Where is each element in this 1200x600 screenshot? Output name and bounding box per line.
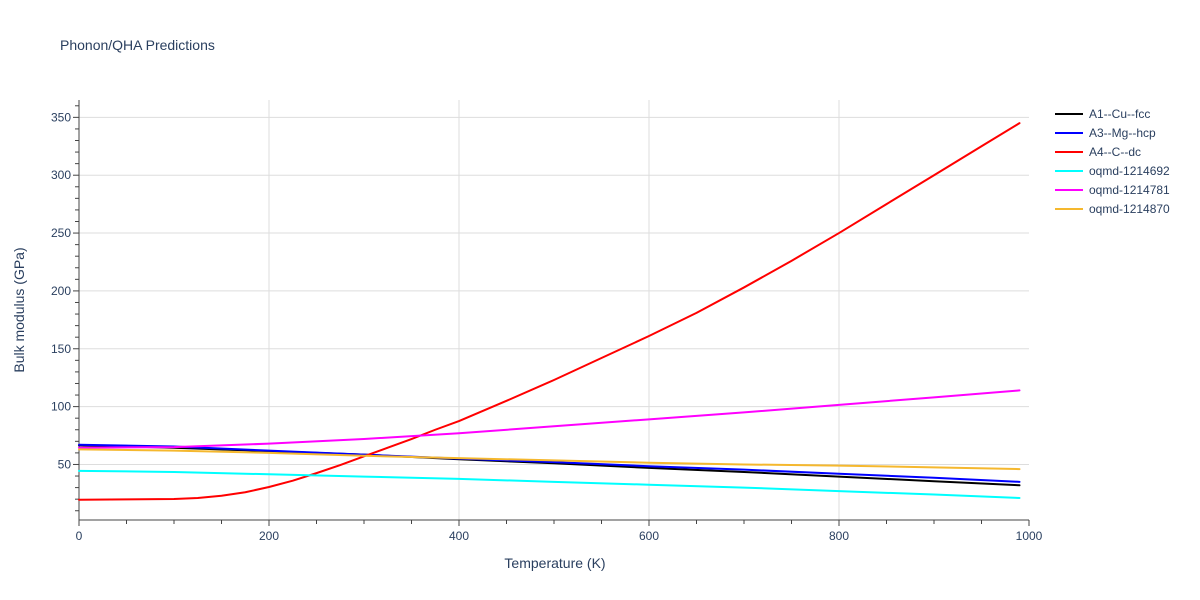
x-tick-label: 1000 [1016, 529, 1043, 543]
legend[interactable]: A1--Cu--fcc A3--Mg--hcp A4--C--dc oqmd-1214… [1055, 107, 1170, 216]
x-tick-label: 400 [449, 529, 469, 543]
legend-label: A3--Mg--hcp [1089, 126, 1156, 140]
y-tick-label: 350 [51, 110, 71, 124]
y-tick-label: 300 [51, 168, 71, 182]
y-tick-label: 100 [51, 400, 71, 414]
chart-title: Phonon/QHA Predictions [60, 37, 215, 53]
legend-label: oqmd-1214781 [1089, 183, 1170, 197]
x-tick-label: 0 [76, 529, 83, 543]
y-tick-label: 200 [51, 284, 71, 298]
y-axis-title: Bulk modulus (GPa) [11, 247, 27, 372]
series-layer [78, 122, 1021, 501]
legend-label: A4--C--dc [1089, 145, 1141, 159]
legend-label: oqmd-1214692 [1089, 164, 1170, 178]
x-tick-label: 600 [639, 529, 659, 543]
legend-item[interactable]: A1--Cu--fcc [1055, 107, 1150, 121]
series-line-oqmd-1214692 [78, 469, 1021, 500]
legend-item[interactable]: oqmd-1214692 [1055, 164, 1170, 178]
legend-item[interactable]: A3--Mg--hcp [1055, 126, 1156, 140]
series-line-a3-mg-hcp [78, 443, 1021, 483]
grid-layer [79, 100, 1029, 520]
x-tick-label: 800 [829, 529, 849, 543]
y-tick-label: 250 [51, 226, 71, 240]
legend-label: oqmd-1214870 [1089, 202, 1170, 216]
series-line-oqmd-1214781 [78, 389, 1021, 449]
series-line-oqmd-1214870 [78, 448, 1021, 471]
series-line-a4-c-dc [78, 122, 1021, 501]
legend-item[interactable]: oqmd-1214870 [1055, 202, 1170, 216]
legend-label: A1--Cu--fcc [1089, 107, 1150, 121]
x-tick-label: 200 [259, 529, 279, 543]
y-tick-label: 150 [51, 342, 71, 356]
x-axis-title: Temperature (K) [504, 555, 605, 571]
legend-item[interactable]: oqmd-1214781 [1055, 183, 1170, 197]
legend-item[interactable]: A4--C--dc [1055, 145, 1141, 159]
y-tick-label: 50 [58, 457, 72, 471]
